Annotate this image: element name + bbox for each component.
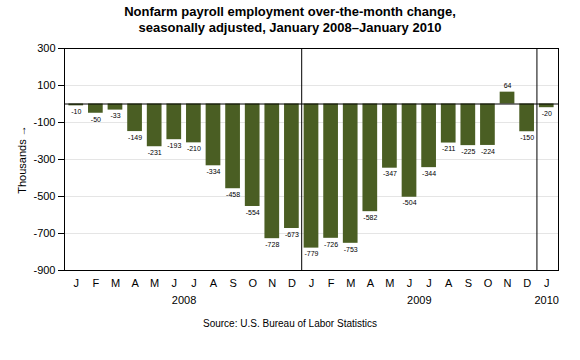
svg-text:-211: -211 (442, 145, 456, 152)
svg-text:-210: -210 (187, 145, 201, 152)
svg-text:N: N (504, 277, 512, 289)
svg-text:F: F (92, 277, 99, 289)
svg-text:-50: -50 (91, 115, 101, 122)
svg-text:A: A (210, 277, 218, 289)
svg-text:-458: -458 (226, 191, 240, 198)
svg-text:-150: -150 (520, 134, 534, 141)
svg-text:D: D (288, 277, 296, 289)
svg-text:-300: -300 (33, 153, 55, 165)
svg-text:-673: -673 (285, 231, 299, 238)
svg-text:N: N (268, 277, 276, 289)
svg-text:J: J (309, 277, 315, 289)
svg-text:100: 100 (37, 79, 55, 91)
html-text:Nonfarm payroll employment ove: Nonfarm payroll employment over-the-mont… (124, 4, 456, 19)
svg-text:S: S (465, 277, 472, 289)
svg-text:-500: -500 (33, 190, 55, 202)
svg-text:64: 64 (504, 82, 512, 89)
svg-text:J: J (426, 277, 432, 289)
svg-text:Thousands →: Thousands → (16, 125, 28, 193)
svg-text:M: M (385, 277, 394, 289)
svg-text:-149: -149 (128, 134, 142, 141)
svg-text:-334: -334 (206, 168, 220, 175)
svg-text:O: O (248, 277, 257, 289)
svg-text:-779: -779 (304, 250, 318, 257)
svg-text:2008: 2008 (172, 294, 196, 306)
svg-text:J: J (172, 277, 178, 289)
html-text:seasonally adjusted, January 2: seasonally adjusted, January 2008–Januar… (138, 20, 442, 35)
svg-text:-900: -900 (33, 264, 55, 276)
svg-text:-753: -753 (344, 246, 358, 253)
svg-text:-193: -193 (167, 142, 181, 149)
svg-text:300: 300 (37, 42, 55, 54)
svg-text:-504: -504 (403, 199, 417, 206)
svg-text:-224: -224 (481, 148, 495, 155)
svg-text:2009: 2009 (407, 294, 431, 306)
svg-text:-344: -344 (422, 170, 436, 177)
svg-text:J: J (191, 277, 197, 289)
svg-text:-10: -10 (71, 108, 81, 115)
svg-text:-100: -100 (33, 116, 55, 128)
svg-text:-554: -554 (246, 209, 260, 216)
svg-text:M: M (111, 277, 120, 289)
svg-text:J: J (407, 277, 413, 289)
svg-text:M: M (346, 277, 355, 289)
svg-text:S: S (229, 277, 236, 289)
svg-text:F: F (328, 277, 335, 289)
svg-text:-728: -728 (265, 241, 279, 248)
svg-text:A: A (445, 277, 453, 289)
svg-text:2010: 2010 (534, 294, 558, 306)
html-text:Source: U.S. Bureau of Labor S: Source: U.S. Bureau of Labor Statistics (203, 318, 377, 329)
svg-text:A: A (367, 277, 375, 289)
svg-text:O: O (484, 277, 493, 289)
svg-text:-700: -700 (33, 227, 55, 239)
svg-text:J: J (544, 277, 550, 289)
svg-text:-726: -726 (324, 241, 338, 248)
svg-text:-225: -225 (461, 148, 475, 155)
svg-text:-347: -347 (383, 170, 397, 177)
svg-text:J: J (74, 277, 80, 289)
svg-text:-231: -231 (148, 149, 162, 156)
svg-text:A: A (131, 277, 139, 289)
svg-text:-582: -582 (363, 214, 377, 221)
svg-text:M: M (150, 277, 159, 289)
svg-text:-20: -20 (542, 110, 552, 117)
svg-text:-33: -33 (110, 112, 120, 119)
svg-text:D: D (523, 277, 531, 289)
